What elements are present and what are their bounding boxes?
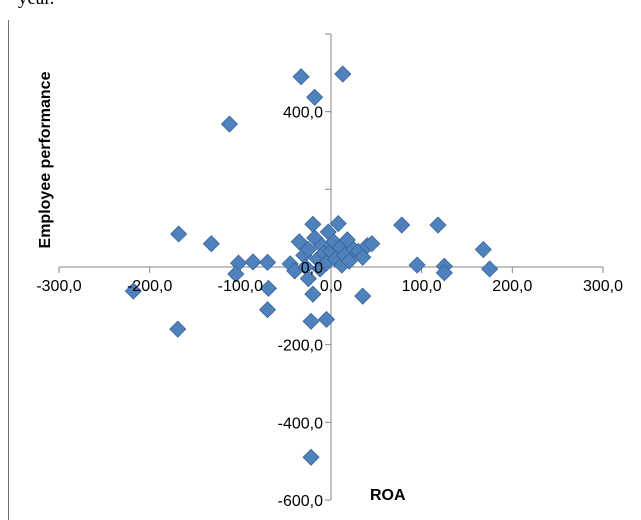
data-point <box>304 285 322 303</box>
y-tick-label: -600,0 <box>278 493 323 510</box>
y-tick-label: -200,0 <box>278 338 323 355</box>
data-point <box>408 256 426 274</box>
data-point <box>169 320 187 338</box>
x-tick-label: -300,0 <box>36 278 81 295</box>
data-point <box>244 253 262 271</box>
data-point <box>329 214 347 233</box>
data-point <box>354 287 372 305</box>
data-point <box>290 233 308 251</box>
data-point <box>292 68 310 86</box>
data-point <box>258 253 277 271</box>
data-point <box>259 279 278 297</box>
x-tick-label: 200,0 <box>492 278 532 295</box>
data-point <box>474 240 492 259</box>
x-tick-label: -100,0 <box>218 278 263 295</box>
data-point <box>393 216 411 234</box>
data-point <box>481 260 499 278</box>
data-point <box>258 301 277 319</box>
data-point <box>435 264 453 282</box>
data-point <box>299 270 317 288</box>
data-point <box>302 448 320 466</box>
y-tick-label: -400,0 <box>278 415 323 432</box>
data-point <box>304 215 322 233</box>
x-axis-title: ROA <box>370 487 406 504</box>
y-tick-label: 400,0 <box>283 105 323 122</box>
data-point <box>227 265 245 283</box>
x-tick-label: -200,0 <box>127 278 172 295</box>
data-point <box>124 282 142 300</box>
x-tick-label: 100,0 <box>402 278 442 295</box>
data-point <box>306 88 324 106</box>
data-point <box>170 225 188 243</box>
x-tick-label: 300,0 <box>583 278 623 295</box>
data-point <box>429 216 447 234</box>
data-point <box>317 310 336 328</box>
data-point <box>220 115 239 133</box>
y-axis-title: Employee performance <box>37 71 54 248</box>
x-tick-label: 0,0 <box>320 278 342 295</box>
data-point <box>363 235 381 253</box>
data-point <box>302 312 320 330</box>
data-point <box>340 252 358 270</box>
y-tick-label: 0,0 <box>301 260 323 277</box>
data-point <box>299 240 317 259</box>
tick-labels: -300,0 -200,0 -100,0 0,0 100,0 200,0 300,0 -600… <box>36 105 623 510</box>
frame-line <box>8 20 9 520</box>
caption-text: year. <box>18 0 54 10</box>
data-point <box>334 65 352 83</box>
data-points <box>124 65 499 466</box>
data-point <box>202 235 220 253</box>
